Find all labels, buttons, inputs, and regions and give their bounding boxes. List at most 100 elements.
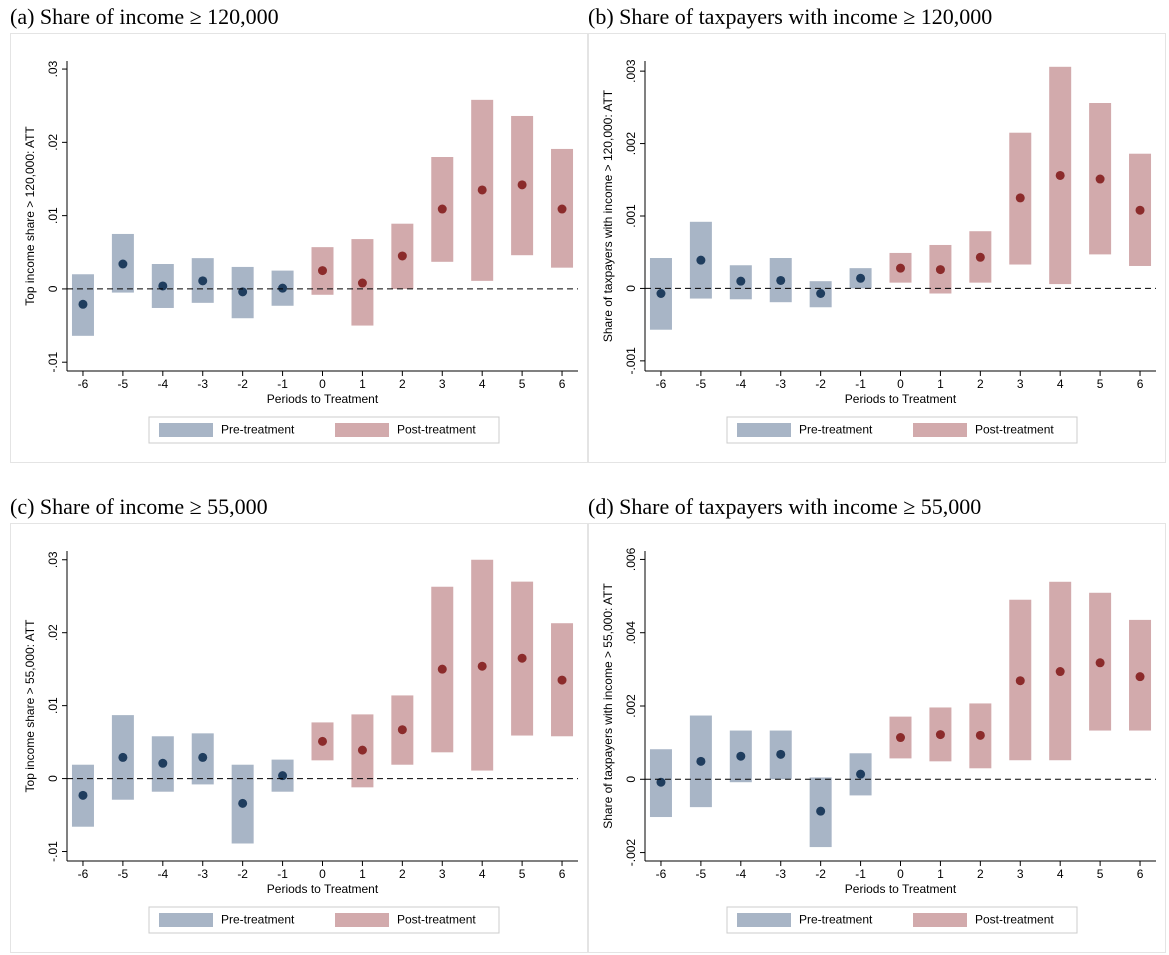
x-tick-label: 4 xyxy=(1057,377,1064,391)
x-tick-label: 3 xyxy=(439,377,446,391)
x-tick-label: 2 xyxy=(399,867,406,881)
y-axis-title: Share of taxpayers with income > 120,000… xyxy=(601,89,615,342)
x-tick-label: -6 xyxy=(656,867,667,881)
y-tick-label: .001 xyxy=(624,204,638,228)
x-tick-label: 1 xyxy=(937,867,944,881)
point-estimate xyxy=(816,806,826,816)
panel-title: (b) Share of taxpayers with income ≥ 120… xyxy=(588,4,993,29)
x-tick-label: 0 xyxy=(319,377,326,391)
y-tick-label: 0 xyxy=(46,775,60,782)
x-tick-label: 6 xyxy=(1137,377,1144,391)
y-tick-label: .006 xyxy=(624,547,638,571)
y-tick-label: 0 xyxy=(624,285,638,292)
point-estimate xyxy=(1095,658,1105,668)
x-tick-label: -1 xyxy=(277,867,288,881)
point-estimate xyxy=(198,752,208,762)
x-tick-label: -3 xyxy=(197,867,208,881)
x-axis-title: Periods to Treatment xyxy=(267,392,379,406)
legend-label: Pre-treatment xyxy=(221,423,295,437)
x-tick-label: 2 xyxy=(399,377,406,391)
point-estimate xyxy=(517,653,527,663)
x-axis-title: Periods to Treatment xyxy=(267,882,379,896)
y-axis-title: Share of taxpayers with income > 55,000:… xyxy=(601,583,615,829)
point-estimate xyxy=(437,204,447,214)
point-estimate xyxy=(935,730,945,740)
point-estimate xyxy=(696,255,706,265)
y-tick-label: .002 xyxy=(624,694,638,718)
point-estimate xyxy=(975,730,985,740)
y-tick-label: -.01 xyxy=(46,841,60,862)
point-estimate xyxy=(78,299,88,309)
point-estimate xyxy=(935,265,945,275)
point-estimate xyxy=(318,736,327,746)
point-estimate xyxy=(776,749,786,759)
panel: -.002 0 .002 .004 .006 -6 -5 -4 -3 -2 -1 0 1 2 3 4 5 6 Per… xyxy=(588,523,1166,953)
point-estimate xyxy=(975,252,985,262)
x-tick-label: 0 xyxy=(897,867,904,881)
point-estimate xyxy=(1095,174,1105,184)
x-tick-label: -2 xyxy=(815,377,826,391)
legend-label: Post-treatment xyxy=(397,423,476,437)
point-estimate xyxy=(856,273,866,283)
point-estimate xyxy=(736,276,746,286)
point-estimate xyxy=(557,204,567,214)
y-tick-label: .02 xyxy=(46,624,60,641)
x-tick-label: 3 xyxy=(439,867,446,881)
y-tick-label: .01 xyxy=(46,697,60,714)
legend-label: Post-treatment xyxy=(975,423,1054,437)
x-tick-label: -1 xyxy=(277,377,288,391)
point-estimate xyxy=(1135,672,1145,682)
point-estimate xyxy=(856,769,866,779)
x-tick-label: 5 xyxy=(1097,867,1104,881)
x-tick-label: 6 xyxy=(559,867,566,881)
x-tick-label: -4 xyxy=(157,377,168,391)
point-estimate xyxy=(118,752,128,762)
x-tick-label: 1 xyxy=(359,377,366,391)
point-estimate xyxy=(278,771,288,781)
y-tick-label: .03 xyxy=(46,60,60,77)
x-tick-label: -3 xyxy=(775,377,786,391)
point-estimate xyxy=(158,281,168,291)
legend-label: Post-treatment xyxy=(397,913,476,927)
chart: -.002 0 .002 .004 .006 -6 -5 -4 -3 -2 -1 0 1 2 3 4 5 6 Per… xyxy=(601,547,1156,934)
x-tick-label: 6 xyxy=(1137,867,1144,881)
x-tick-label: 1 xyxy=(359,867,366,881)
point-estimate xyxy=(1015,676,1025,686)
x-axis-title: Periods to Treatment xyxy=(845,882,957,896)
y-tick-label: .003 xyxy=(624,59,638,83)
point-estimate xyxy=(517,180,527,190)
x-tick-label: 5 xyxy=(1097,377,1104,391)
x-tick-label: -6 xyxy=(78,377,89,391)
x-tick-label: -2 xyxy=(237,377,248,391)
panel-title: (c) Share of income ≥ 55,000 xyxy=(10,494,268,519)
y-axis-title: Top income share > 55,000: ATT xyxy=(23,619,37,793)
point-estimate xyxy=(78,790,88,800)
point-estimate xyxy=(1055,667,1065,677)
point-estimate xyxy=(477,185,487,195)
x-tick-label: 0 xyxy=(319,867,326,881)
point-estimate xyxy=(238,798,248,808)
point-estimate xyxy=(318,266,327,276)
y-tick-label: -.001 xyxy=(624,347,638,375)
point-estimate xyxy=(118,259,128,269)
point-estimate xyxy=(557,675,567,685)
point-estimate xyxy=(656,777,666,787)
chart: -.001 0 .001 .002 .003 -6 -5 -4 -3 -2 -1 0 1 2 3 4 5 6 Per… xyxy=(601,59,1156,444)
y-tick-label: 0 xyxy=(624,776,638,783)
legend-swatch xyxy=(159,423,213,437)
x-tick-label: 5 xyxy=(519,377,526,391)
x-tick-label: -4 xyxy=(157,867,168,881)
panel: -.01 0 .01 .02 .03 -6 -5 -4 -3 -2 -1 0 1 2 3 4 5 6 Periods… xyxy=(10,33,588,463)
point-estimate xyxy=(238,287,248,297)
legend-label: Pre-treatment xyxy=(221,913,295,927)
point-estimate xyxy=(158,758,168,768)
point-estimate xyxy=(198,276,208,286)
legend-swatch xyxy=(913,423,967,437)
chart: -.01 0 .01 .02 .03 -6 -5 -4 -3 -2 -1 0 1 2 3 4 5 6 Periods… xyxy=(23,551,578,934)
x-tick-label: -6 xyxy=(656,377,667,391)
legend-swatch xyxy=(159,913,213,927)
x-tick-label: 4 xyxy=(479,377,486,391)
x-tick-label: -3 xyxy=(775,867,786,881)
point-estimate xyxy=(437,664,447,674)
